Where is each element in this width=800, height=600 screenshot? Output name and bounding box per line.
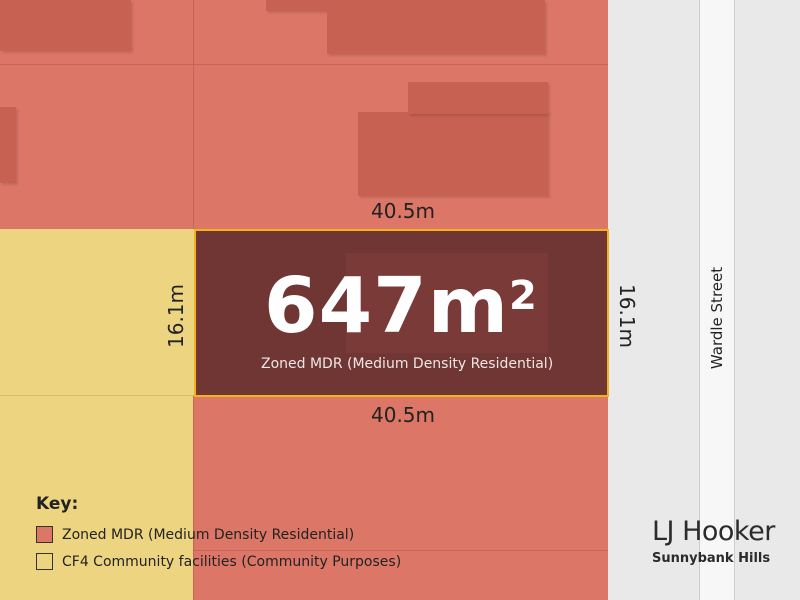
boundary-line: [193, 0, 194, 229]
building: [0, 0, 131, 51]
dimension-top: 40.5m: [371, 199, 436, 223]
cf4-swatch: [36, 553, 53, 570]
key-item-label: CF4 Community facilities (Community Purp…: [62, 553, 402, 570]
brand-logo: LJ Hooker Sunnybank Hills: [652, 518, 775, 566]
building: [327, 0, 545, 54]
road-centre-strip: [700, 0, 734, 600]
dimension-right: 16.1m: [615, 283, 639, 349]
boundary-line: [193, 396, 194, 600]
boundary-line: [0, 395, 194, 396]
map-key: Key: Zoned MDR (Medium Density Residenti…: [36, 494, 401, 570]
key-item-cf4: CF4 Community facilities (Community Purp…: [36, 553, 401, 570]
key-item-mdr: Zoned MDR (Medium Density Residential): [36, 526, 401, 543]
mdr-swatch: [36, 526, 53, 543]
brand-name: LJ Hooker: [652, 516, 775, 547]
road-edge-line: [699, 0, 700, 600]
brand-office: Sunnybank Hills: [652, 551, 771, 566]
area-value: 647m: [264, 262, 509, 351]
lot-building-footprint: [346, 253, 548, 353]
lot-area: 647m2: [264, 268, 538, 345]
street-name-label: Wardle Street: [708, 266, 726, 370]
cf4-zone-area: [0, 229, 194, 600]
subject-lot[interactable]: [194, 229, 609, 397]
dimension-left: 16.1m: [164, 283, 188, 349]
building: [266, 0, 346, 11]
key-title: Key:: [36, 494, 79, 514]
building: [408, 82, 548, 114]
building: [0, 107, 16, 183]
road-edge-line: [734, 0, 735, 600]
lot-zoning-label: Zoned MDR (Medium Density Residential): [261, 356, 554, 372]
boundary-line: [0, 64, 608, 65]
dimension-bottom: 40.5m: [371, 403, 436, 427]
boundary-line: [194, 550, 608, 551]
key-item-label: Zoned MDR (Medium Density Residential): [62, 526, 355, 543]
area-superscript: 2: [508, 273, 538, 319]
building: [358, 112, 548, 196]
